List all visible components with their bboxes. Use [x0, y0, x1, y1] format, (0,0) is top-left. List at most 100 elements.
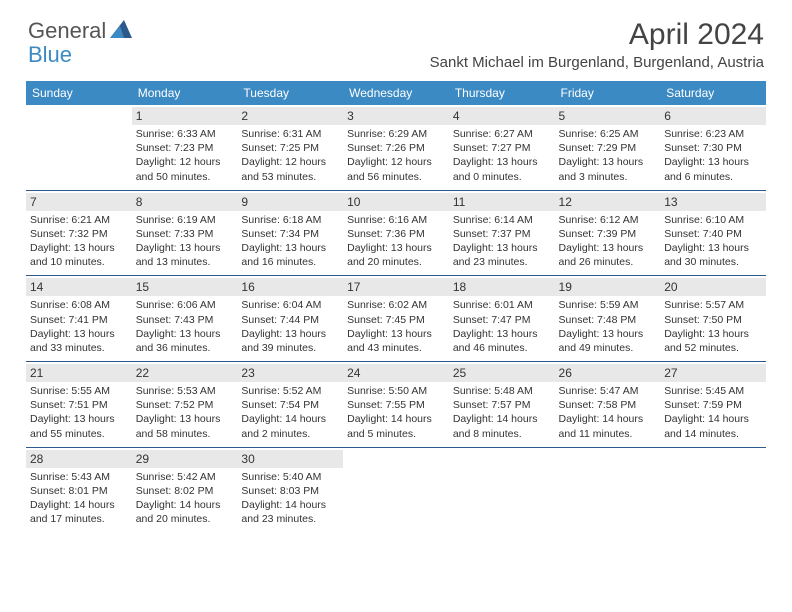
sunrise-text: Sunrise: 6:31 AM	[241, 127, 339, 141]
sunset-text: Sunset: 7:52 PM	[136, 398, 234, 412]
calendar-cell: 9Sunrise: 6:18 AMSunset: 7:34 PMDaylight…	[237, 190, 343, 276]
sunset-text: Sunset: 8:01 PM	[30, 484, 128, 498]
daylight-text: and 53 minutes.	[241, 170, 339, 184]
daylight-text: Daylight: 14 hours	[241, 498, 339, 512]
sunset-text: Sunset: 7:44 PM	[241, 313, 339, 327]
day-number: 30	[237, 450, 343, 468]
calendar-cell-empty	[555, 447, 661, 532]
sunset-text: Sunset: 7:32 PM	[30, 227, 128, 241]
day-number: 27	[660, 364, 766, 382]
sunset-text: Sunset: 7:48 PM	[559, 313, 657, 327]
sunset-text: Sunset: 7:55 PM	[347, 398, 445, 412]
daylight-text: Daylight: 13 hours	[453, 241, 551, 255]
sunset-text: Sunset: 7:30 PM	[664, 141, 762, 155]
sunrise-text: Sunrise: 5:50 AM	[347, 384, 445, 398]
sunrise-text: Sunrise: 6:18 AM	[241, 213, 339, 227]
title-block: April 2024 Sankt Michael im Burgenland, …	[430, 18, 764, 71]
daylight-text: Daylight: 14 hours	[136, 498, 234, 512]
calendar-cell-empty	[660, 447, 766, 532]
daylight-text: Daylight: 13 hours	[453, 327, 551, 341]
calendar-cell-empty	[26, 105, 132, 190]
daylight-text: and 23 minutes.	[241, 512, 339, 526]
sunset-text: Sunset: 7:59 PM	[664, 398, 762, 412]
sunset-text: Sunset: 7:36 PM	[347, 227, 445, 241]
weekday-header: Sunday	[26, 81, 132, 105]
calendar-cell: 2Sunrise: 6:31 AMSunset: 7:25 PMDaylight…	[237, 105, 343, 190]
daylight-text: Daylight: 13 hours	[559, 241, 657, 255]
daylight-text: Daylight: 13 hours	[453, 155, 551, 169]
day-number: 13	[660, 193, 766, 211]
sunrise-text: Sunrise: 5:55 AM	[30, 384, 128, 398]
calendar-cell: 26Sunrise: 5:47 AMSunset: 7:58 PMDayligh…	[555, 362, 661, 448]
calendar-cell: 7Sunrise: 6:21 AMSunset: 7:32 PMDaylight…	[26, 190, 132, 276]
day-number: 22	[132, 364, 238, 382]
day-number: 5	[555, 107, 661, 125]
sunrise-text: Sunrise: 6:12 AM	[559, 213, 657, 227]
page-header: General April 2024 Sankt Michael im Burg…	[0, 0, 792, 75]
sunrise-text: Sunrise: 5:45 AM	[664, 384, 762, 398]
brand-part1: General	[28, 18, 106, 44]
sunset-text: Sunset: 7:40 PM	[664, 227, 762, 241]
sunrise-text: Sunrise: 5:42 AM	[136, 470, 234, 484]
calendar-cell: 30Sunrise: 5:40 AMSunset: 8:03 PMDayligh…	[237, 447, 343, 532]
sunrise-text: Sunrise: 6:10 AM	[664, 213, 762, 227]
brand-part2: Blue	[28, 42, 72, 67]
calendar-cell: 18Sunrise: 6:01 AMSunset: 7:47 PMDayligh…	[449, 276, 555, 362]
day-number: 28	[26, 450, 132, 468]
daylight-text: and 33 minutes.	[30, 341, 128, 355]
calendar-cell: 13Sunrise: 6:10 AMSunset: 7:40 PMDayligh…	[660, 190, 766, 276]
weekday-header: Thursday	[449, 81, 555, 105]
daylight-text: Daylight: 12 hours	[241, 155, 339, 169]
daylight-text: Daylight: 13 hours	[347, 241, 445, 255]
sunrise-text: Sunrise: 6:25 AM	[559, 127, 657, 141]
day-number: 16	[237, 278, 343, 296]
day-number: 26	[555, 364, 661, 382]
weekday-header: Saturday	[660, 81, 766, 105]
daylight-text: and 56 minutes.	[347, 170, 445, 184]
day-number: 10	[343, 193, 449, 211]
daylight-text: and 3 minutes.	[559, 170, 657, 184]
weekday-header: Tuesday	[237, 81, 343, 105]
daylight-text: Daylight: 13 hours	[347, 327, 445, 341]
daylight-text: and 17 minutes.	[30, 512, 128, 526]
daylight-text: Daylight: 12 hours	[136, 155, 234, 169]
sunrise-text: Sunrise: 6:23 AM	[664, 127, 762, 141]
calendar-cell: 23Sunrise: 5:52 AMSunset: 7:54 PMDayligh…	[237, 362, 343, 448]
brand-part2-wrap: Blue	[28, 42, 72, 68]
calendar-table: SundayMondayTuesdayWednesdayThursdayFrid…	[26, 81, 766, 532]
daylight-text: and 39 minutes.	[241, 341, 339, 355]
calendar-cell: 20Sunrise: 5:57 AMSunset: 7:50 PMDayligh…	[660, 276, 766, 362]
day-number: 4	[449, 107, 555, 125]
day-number: 3	[343, 107, 449, 125]
daylight-text: Daylight: 13 hours	[559, 155, 657, 169]
sunset-text: Sunset: 7:51 PM	[30, 398, 128, 412]
daylight-text: Daylight: 13 hours	[241, 241, 339, 255]
calendar-cell-empty	[449, 447, 555, 532]
day-number: 24	[343, 364, 449, 382]
day-number: 23	[237, 364, 343, 382]
sunset-text: Sunset: 7:45 PM	[347, 313, 445, 327]
daylight-text: Daylight: 14 hours	[30, 498, 128, 512]
calendar-cell: 10Sunrise: 6:16 AMSunset: 7:36 PMDayligh…	[343, 190, 449, 276]
calendar-head: SundayMondayTuesdayWednesdayThursdayFrid…	[26, 81, 766, 105]
daylight-text: and 2 minutes.	[241, 427, 339, 441]
daylight-text: Daylight: 12 hours	[347, 155, 445, 169]
calendar-row: 14Sunrise: 6:08 AMSunset: 7:41 PMDayligh…	[26, 276, 766, 362]
calendar-cell: 17Sunrise: 6:02 AMSunset: 7:45 PMDayligh…	[343, 276, 449, 362]
daylight-text: and 58 minutes.	[136, 427, 234, 441]
brand-triangle-icon	[110, 20, 132, 43]
sunset-text: Sunset: 7:57 PM	[453, 398, 551, 412]
calendar-cell: 27Sunrise: 5:45 AMSunset: 7:59 PMDayligh…	[660, 362, 766, 448]
daylight-text: Daylight: 13 hours	[136, 327, 234, 341]
day-number: 17	[343, 278, 449, 296]
calendar-cell: 15Sunrise: 6:06 AMSunset: 7:43 PMDayligh…	[132, 276, 238, 362]
day-number: 12	[555, 193, 661, 211]
sunrise-text: Sunrise: 6:08 AM	[30, 298, 128, 312]
calendar-body: 1Sunrise: 6:33 AMSunset: 7:23 PMDaylight…	[26, 105, 766, 532]
daylight-text: and 30 minutes.	[664, 255, 762, 269]
daylight-text: and 52 minutes.	[664, 341, 762, 355]
weekday-header: Wednesday	[343, 81, 449, 105]
sunset-text: Sunset: 7:39 PM	[559, 227, 657, 241]
calendar-row: 28Sunrise: 5:43 AMSunset: 8:01 PMDayligh…	[26, 447, 766, 532]
daylight-text: and 46 minutes.	[453, 341, 551, 355]
